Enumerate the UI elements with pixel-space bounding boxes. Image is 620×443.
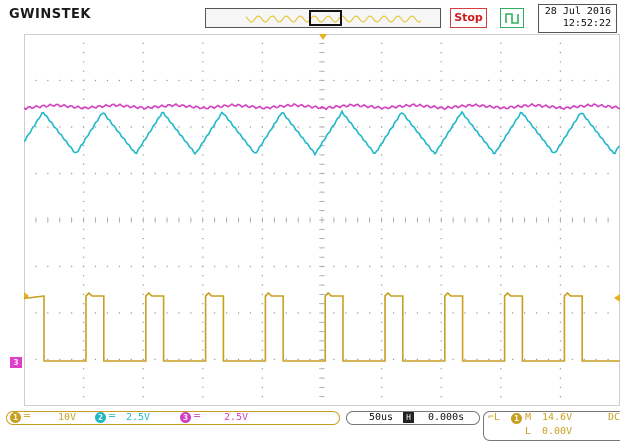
trigger-coupling: DC — [608, 412, 620, 423]
ch3-waveform-trace — [23, 102, 620, 111]
channel-scale-panel — [6, 411, 340, 425]
trigger-source-badge: 1 — [511, 413, 522, 424]
status-bar: 1 ═ 10V 2 ═ 2.5V 3 ═ 2.5V 50us H 0.000s … — [4, 410, 620, 441]
trigger-level[interactable]: 14.6V — [542, 412, 573, 423]
timebase-panel[interactable] — [346, 411, 480, 425]
memory-position-bar[interactable] — [205, 8, 441, 28]
trigger-status-icon — [500, 8, 524, 28]
trigger-slope-prefix: L — [525, 426, 532, 437]
ch1-scale[interactable]: 10V — [58, 412, 77, 423]
run-stop-indicator[interactable]: Stop — [450, 8, 487, 28]
horizontal-position-icon: H — [403, 412, 414, 423]
date-time-display: 28 Jul 2016 12:52:22 — [538, 4, 617, 33]
ch3-offset-marker[interactable]: 3 — [10, 357, 22, 368]
date-text: 28 Jul 2016 — [544, 6, 611, 17]
ch3-scale[interactable]: 2.5V — [224, 412, 249, 423]
ch2-badge[interactable]: 2 — [95, 412, 106, 423]
waveform-svg — [23, 33, 620, 407]
timebase-scale[interactable]: 50us — [369, 412, 394, 423]
time-text: 12:52:22 — [562, 18, 611, 29]
trigger-secondary-level: 0.00V — [542, 426, 573, 437]
trigger-position-marker — [319, 34, 327, 40]
ch1-coupling-icon: ═ — [24, 411, 31, 422]
ch1-waveform-trace — [24, 291, 620, 362]
ch2-scale[interactable]: 2.5V — [126, 412, 151, 423]
trigger-mode-prefix: M — [525, 412, 532, 423]
waveform-display — [23, 33, 620, 407]
trigger-level-marker — [614, 294, 620, 302]
memory-view-window[interactable] — [309, 10, 342, 26]
brand-logo: GWINSTEK — [9, 7, 91, 22]
ch2-waveform-trace — [23, 109, 620, 157]
trigger-panel[interactable] — [483, 411, 620, 441]
ch1-badge[interactable]: 1 — [10, 412, 21, 423]
memory-waveform-preview — [245, 15, 422, 23]
timebase-position[interactable]: 0.000s — [428, 412, 465, 423]
ch3-badge[interactable]: 3 — [180, 412, 191, 423]
graticule — [23, 33, 620, 407]
ch2-coupling-icon: ═ — [109, 411, 116, 422]
trigger-edge-icon: ⌐L — [488, 412, 501, 423]
ch3-coupling-icon: ═ — [194, 411, 201, 422]
